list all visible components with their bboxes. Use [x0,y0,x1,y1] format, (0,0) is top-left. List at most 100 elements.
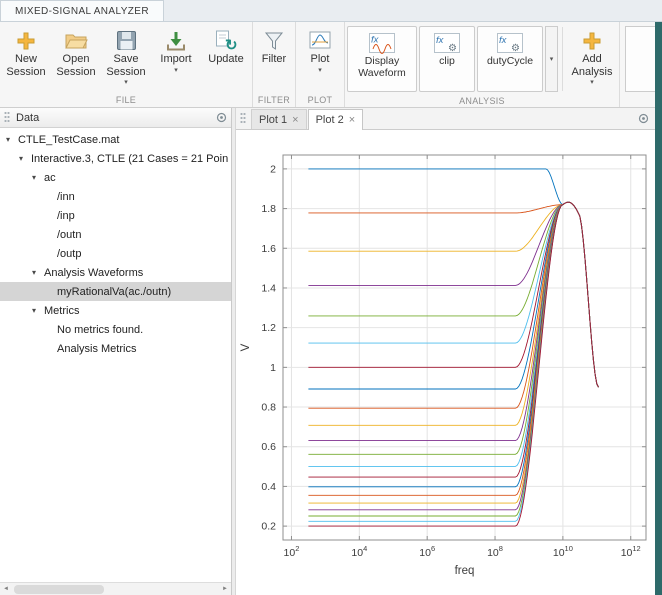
svg-text:0.6: 0.6 [261,441,276,453]
scroll-left-icon[interactable]: ◄ [3,586,9,592]
scroll-right-icon[interactable]: ► [222,586,228,592]
tree-item[interactable]: ▾ CTLE_TestCase.mat [0,130,231,149]
panel-options-icon[interactable] [216,112,227,123]
tree-item[interactable]: /inn [0,187,231,206]
panel-grip-icon[interactable] [240,112,246,125]
horizontal-scrollbar[interactable]: ◄ ► [0,582,231,595]
open-session-button[interactable]: Open Session [51,24,101,93]
series-line [308,201,599,442]
tree-item-label: /outn [57,228,82,241]
tree-item[interactable]: /outp [0,244,231,263]
add-analysis-dropdown-icon[interactable]: ▾ [590,79,594,87]
save-session-button[interactable]: Save Session ▾ [101,24,151,93]
import-dropdown-icon[interactable]: ▾ [174,66,178,74]
main-area: Data ▾ CTLE_TestCase.mat ▾ Interactive.3, C… [0,108,655,595]
plot-panel: Plot 1 × Plot 2 × 0.2 0.4 0.6 0.8 1 1.2 1.4 1.6 1.8… [236,108,655,595]
plot-button[interactable]: Plot ▾ [297,24,343,93]
toolstrip-tab-bar: MIXED-SIGNAL ANALYZER [0,0,662,22]
scrollbar-thumb[interactable] [14,585,104,594]
save-floppy-icon [116,28,137,53]
plot-tabs: Plot 1 × Plot 2 × [251,109,364,130]
filter-funnel-icon [264,28,284,53]
tree-item[interactable]: /outn [0,225,231,244]
toolbar-section-plot: Plot ▾ PLOT [296,22,345,107]
import-arrow-icon [165,28,187,53]
panel-splitter[interactable] [232,108,236,595]
series-line [308,201,599,388]
tree-item-label: Metrics [44,304,80,317]
display-waveform-gallery-item[interactable]: fx Display Waveform [347,26,417,92]
svg-text:1.6: 1.6 [261,243,276,255]
series-line [308,201,599,390]
dutycycle-label: dutyCycle [486,55,534,67]
series-line [308,201,599,409]
plot-tab[interactable]: Plot 2 × [307,109,364,130]
svg-text:0.4: 0.4 [261,481,276,493]
svg-text:1012: 1012 [621,544,641,559]
series-line [308,201,599,455]
tree-item-label: Analysis Metrics [57,342,137,355]
tree-expand-icon[interactable]: ▾ [19,154,24,163]
tree-item[interactable]: /inp [0,206,231,225]
svg-text:102: 102 [284,544,300,559]
plot-dropdown-icon[interactable]: ▾ [318,66,322,74]
gallery-expand-caret-icon: ▾ [549,56,554,63]
cutoff-gallery-item [625,26,655,92]
svg-text:1: 1 [270,362,276,374]
toolstrip: New Session Open Session Save Session ▾ [0,22,655,108]
svg-text:0.2: 0.2 [261,521,276,533]
tree-item[interactable]: ▾ Metrics [0,301,231,320]
tree-item[interactable]: ▾ ac [0,168,231,187]
tree-item[interactable]: ▾ Interactive.3, CTLE (21 Cases = 21 Poin [0,149,231,168]
filter-button[interactable]: Filter [254,24,294,93]
tree-item[interactable]: ▾ Analysis Waveforms [0,263,231,282]
tree-expand-icon[interactable]: ▾ [32,268,37,277]
series-line [308,201,599,488]
tree-item[interactable]: No metrics found. [0,320,231,339]
import-button[interactable]: Import ▾ [151,24,201,93]
tree-item-label: myRationalVa(ac./outn) [57,285,172,298]
panel-grip-icon[interactable] [4,111,10,124]
add-analysis-plus-icon [581,28,603,53]
new-session-plus-icon [15,28,37,53]
plot-tab[interactable]: Plot 1 × [251,109,307,129]
tree-item[interactable]: Analysis Metrics [0,339,231,358]
save-session-dropdown-icon[interactable]: ▾ [124,79,128,87]
tab-close-icon[interactable]: × [348,114,356,126]
svg-text:0.8: 0.8 [261,402,276,414]
toolbar-section-cutoff [620,22,655,107]
toolstrip-tab-mixed-signal-analyzer[interactable]: MIXED-SIGNAL ANALYZER [0,0,164,21]
series-line [308,201,599,467]
tree-item[interactable]: myRationalVa(ac./outn) [0,282,231,301]
svg-text:108: 108 [487,544,503,559]
add-analysis-button[interactable]: Add Analysis ▾ [566,24,618,94]
section-label-filter: FILTER [257,95,291,105]
section-label-file: FILE [115,95,137,105]
series-line [308,201,599,426]
data-tree: ▾ CTLE_TestCase.mat ▾ Interactive.3, CTLE (… [0,128,231,582]
new-session-button[interactable]: New Session [1,24,51,93]
tree-expand-icon[interactable]: ▾ [32,173,37,182]
save-session-label: Save Session [106,53,146,78]
gallery-expand-button[interactable]: ▾ [545,26,558,92]
display-waveform-label: Display Waveform [358,55,406,80]
svg-text:106: 106 [419,544,435,559]
tree-expand-icon[interactable]: ▾ [32,306,37,315]
series-line [308,201,599,496]
update-button[interactable]: ↻ Update [201,24,251,93]
series-line [308,201,599,388]
panel-options-icon[interactable] [638,113,649,124]
scrollbar-track[interactable] [12,583,219,595]
svg-text:104: 104 [351,544,367,559]
clip-gallery-item[interactable]: fx ⚙ clip [419,26,475,92]
tab-close-icon[interactable]: × [292,113,299,126]
clip-fx-icon: fx ⚙ [433,30,461,55]
svg-text:freq: freq [455,565,475,577]
svg-text:⚙: ⚙ [448,43,457,54]
plot-tab-label: Plot 2 [315,114,344,126]
tree-expand-icon[interactable]: ▾ [6,135,11,144]
plot-chart-icon [308,28,332,53]
dutycycle-gallery-item[interactable]: fx ⚙ dutyCycle [477,26,543,92]
tree-item-label: Interactive.3, CTLE (21 Cases = 21 Poin [31,152,229,165]
